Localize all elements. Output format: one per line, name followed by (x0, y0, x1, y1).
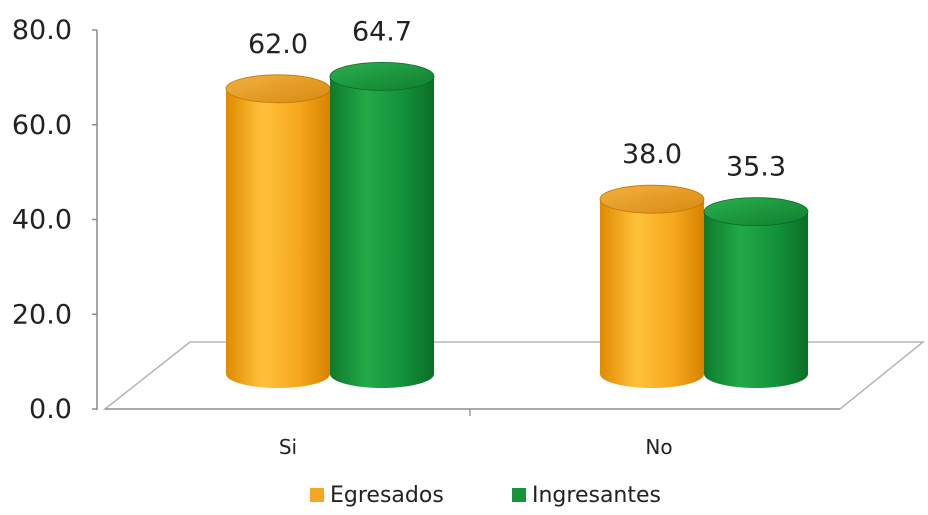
y-tick-label: 60.0 (12, 110, 72, 141)
bar-body (704, 211, 808, 388)
data-label: 35.3 (726, 152, 786, 183)
x-category-label: Si (279, 435, 297, 459)
legend-label-egresados: Egresados (330, 483, 444, 508)
bar-egresados-si (225, 74, 331, 389)
bar-body (226, 88, 330, 389)
bar-top (329, 61, 435, 91)
legend-swatch-egresados (310, 488, 324, 502)
bar-top (599, 184, 705, 214)
bar-top (225, 74, 331, 104)
bar-top (703, 197, 809, 227)
legend-swatch-ingresantes (512, 488, 526, 502)
data-label: 38.0 (622, 139, 682, 170)
bar-ingresantes-no (703, 197, 809, 388)
y-tick-label: 80.0 (12, 15, 72, 46)
bar-body (600, 199, 704, 388)
y-tick-label: 20.0 (12, 299, 72, 330)
y-tick-label: 0.0 (29, 394, 72, 425)
bar-egresados-no (599, 184, 705, 388)
bar-body (330, 76, 434, 388)
data-label: 62.0 (248, 29, 308, 60)
data-label: 64.7 (352, 16, 412, 47)
y-tick-label: 40.0 (12, 205, 72, 236)
bar-ingresantes-si (329, 61, 435, 388)
x-category-label: No (645, 435, 672, 459)
legend-label-ingresantes: Ingresantes (532, 483, 661, 508)
